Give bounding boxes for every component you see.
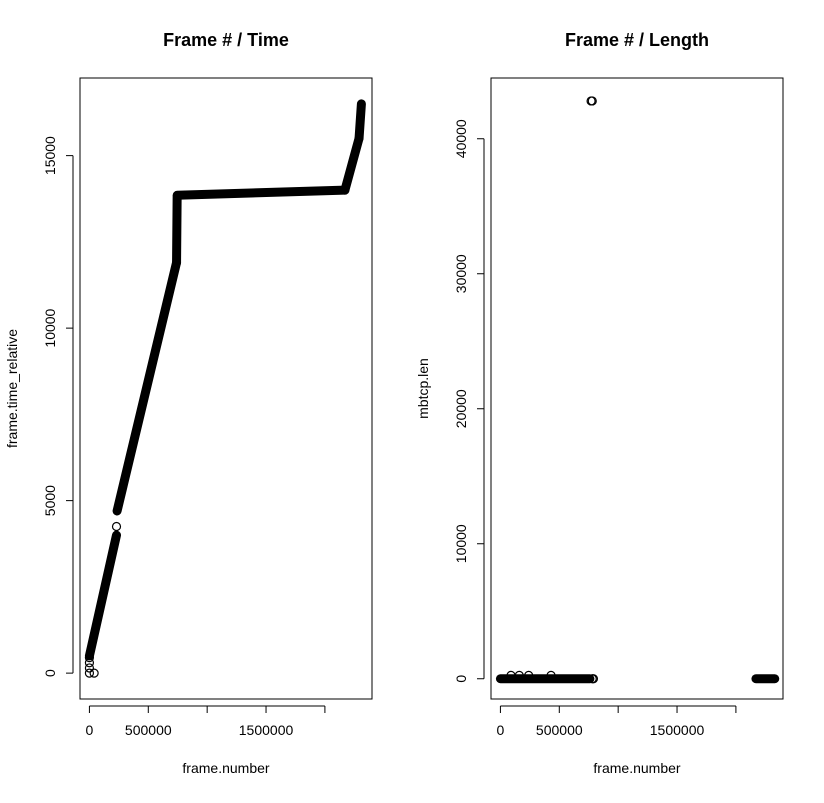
length-data-point xyxy=(588,674,599,684)
time-chart-title: Frame # / Time xyxy=(163,30,289,50)
time-y-tick-label: 0 xyxy=(42,669,58,677)
time-data-point xyxy=(89,668,99,678)
time-x-axis-label: frame.number xyxy=(182,760,269,776)
length-y-tick-label: 20000 xyxy=(453,389,469,428)
length-y-tick-label: 30000 xyxy=(453,254,469,293)
length-x-axis-label: frame.number xyxy=(593,760,680,776)
length-y-tick-label: 40000 xyxy=(453,119,469,158)
time-x-tick-label: 0 xyxy=(86,722,94,738)
length-data-point xyxy=(546,670,556,680)
time-y-tick-label: 15000 xyxy=(42,136,58,175)
length-y-tick-label: 0 xyxy=(453,675,469,683)
time-x-tick-label: 500000 xyxy=(125,722,172,738)
length-x-tick-label: 0 xyxy=(497,722,505,738)
time-y-tick-label: 5000 xyxy=(42,485,58,516)
time-plot-frame xyxy=(79,77,373,700)
length-plot-frame xyxy=(490,77,784,700)
time-y-axis-label: frame.time_relative xyxy=(4,329,20,448)
panel-length: Frame # / Length 0 500000 1500000 0 10000 2000… xyxy=(415,30,784,776)
length-y-axis-label: mbtcp.len xyxy=(415,358,431,419)
time-data-run xyxy=(354,99,366,143)
time-data-point xyxy=(111,521,122,532)
panel-time: Frame # / Time 0 500000 1500000 0 5000 10000 15… xyxy=(4,30,373,776)
time-data-run xyxy=(112,258,182,516)
length-y-tick-label: 10000 xyxy=(453,524,469,563)
length-x-tick-label: 500000 xyxy=(536,722,583,738)
time-data-point xyxy=(84,658,95,668)
time-data-point xyxy=(84,668,95,678)
length-chart-title: Frame # / Length xyxy=(565,30,709,50)
length-data-point xyxy=(587,96,597,106)
length-data-point xyxy=(524,670,534,680)
time-data-point xyxy=(84,663,95,673)
time-data-run xyxy=(340,133,364,195)
time-y-tick-label: 10000 xyxy=(42,308,58,347)
time-data-point xyxy=(84,652,95,663)
length-x-tick-label: 1500000 xyxy=(650,722,705,738)
time-data-run xyxy=(172,185,350,200)
time-x-tick-label: 1500000 xyxy=(239,722,294,738)
length-data-point xyxy=(514,670,524,680)
time-data-run xyxy=(172,192,182,268)
time-data-run xyxy=(84,530,121,661)
